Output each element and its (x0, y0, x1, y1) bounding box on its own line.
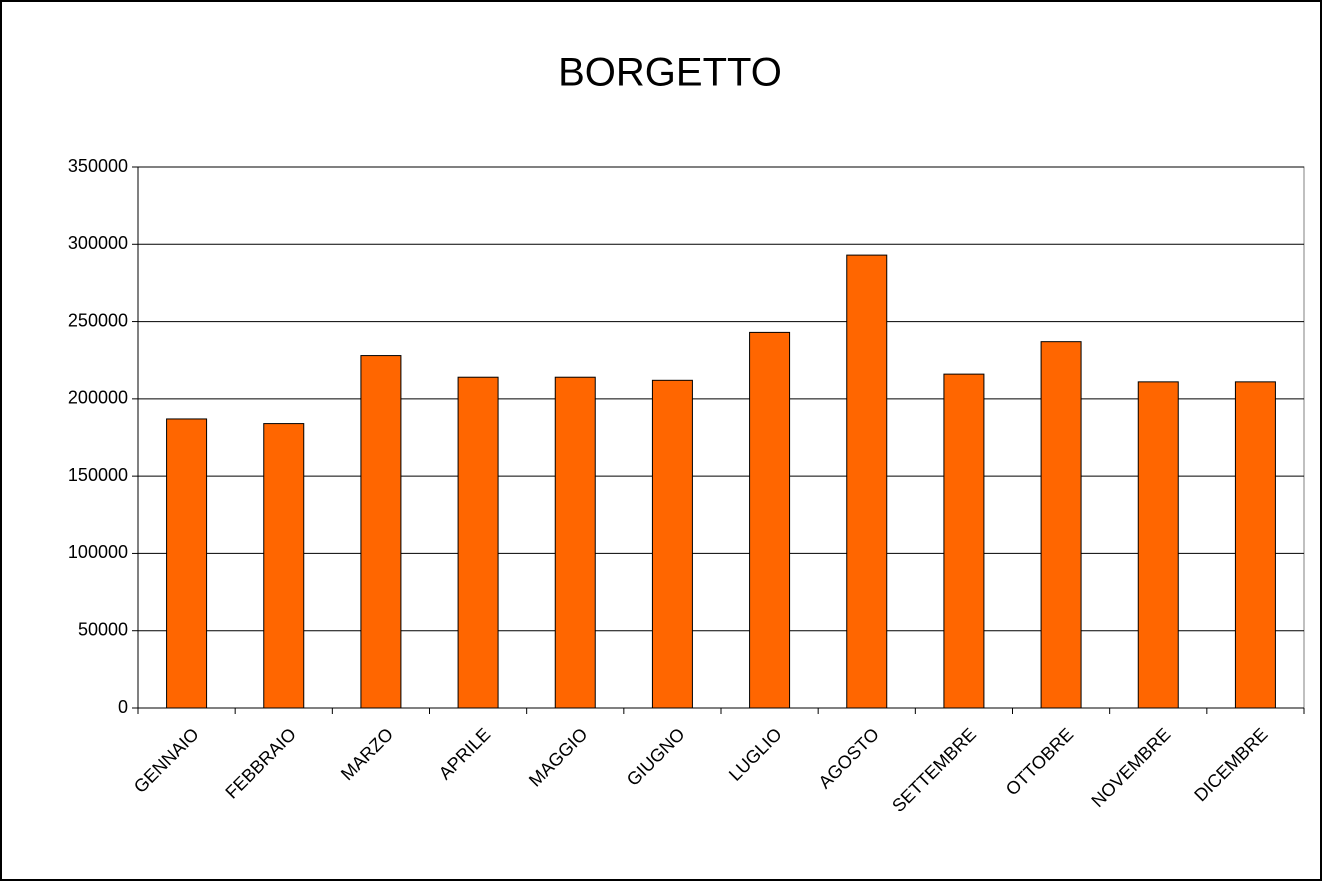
y-tick-label: 100000 (68, 542, 128, 562)
bar (1137, 381, 1179, 709)
chart-title: BORGETTO (558, 51, 782, 95)
bar (943, 373, 985, 709)
bar (554, 376, 596, 709)
bar (651, 379, 693, 709)
bar (1234, 381, 1276, 709)
y-tick-label: 0 (118, 697, 128, 717)
plot-area (137, 166, 1305, 709)
y-tick-label: 300000 (68, 233, 128, 253)
y-tick-label: 50000 (78, 619, 128, 639)
y-tick-label: 150000 (68, 465, 128, 485)
y-tick-label: 350000 (68, 156, 128, 176)
bar (749, 331, 791, 709)
bar (457, 376, 499, 709)
bar (166, 418, 208, 709)
y-tick-label: 200000 (68, 388, 128, 408)
bar (360, 355, 402, 709)
y-tick-label: 250000 (68, 310, 128, 330)
bar (846, 254, 888, 709)
bar (1040, 341, 1082, 709)
bar (263, 423, 305, 709)
